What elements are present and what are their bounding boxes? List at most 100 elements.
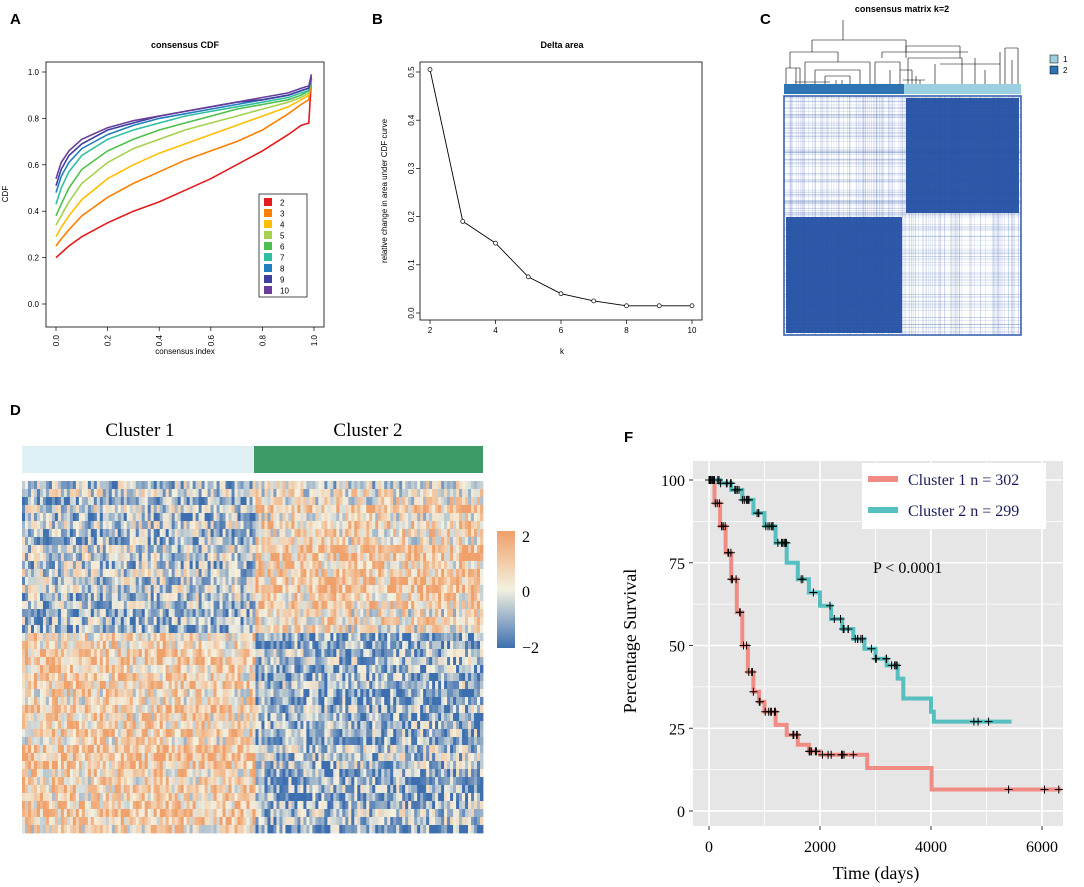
heatmap-cell <box>123 569 128 578</box>
heatmap-cell <box>39 641 44 650</box>
heatmap-cell <box>138 713 143 722</box>
heatmap-cell <box>402 641 406 650</box>
heatmap-cell <box>84 593 89 602</box>
heatmap-cell <box>441 705 445 714</box>
heatmap-cell <box>351 697 355 706</box>
heatmap-cell <box>111 553 116 562</box>
heatmap-cell <box>381 553 385 562</box>
heatmap-cell <box>204 481 208 490</box>
heatmap-cell <box>93 561 98 570</box>
heatmap-cell <box>288 657 292 666</box>
heatmap-cell <box>228 505 232 514</box>
heatmap-cell <box>225 489 229 498</box>
heatmap-cell <box>195 641 200 650</box>
heatmap-cell <box>267 497 271 506</box>
heatmap-cell <box>354 489 358 498</box>
heatmap-cell <box>240 585 244 594</box>
heatmap-cell <box>156 705 161 714</box>
heatmap-cell <box>408 713 412 722</box>
heatmap-cell <box>228 585 232 594</box>
heatmap-cell <box>282 569 286 578</box>
heatmap-cell <box>222 625 226 634</box>
heatmap-cell <box>339 545 343 554</box>
heatmap-cell <box>69 537 74 546</box>
heatmap-cell <box>420 697 424 706</box>
heatmap-cell <box>285 505 289 514</box>
heatmap-cell <box>345 665 349 674</box>
heatmap-cell <box>306 625 310 634</box>
heatmap-cell <box>318 553 322 562</box>
heatmap-cell <box>72 569 77 578</box>
heatmap-cell <box>417 593 421 602</box>
cdf-y-tick-label: 0.8 <box>28 114 40 123</box>
heatmap-cell <box>405 657 409 666</box>
heatmap-cell <box>204 529 208 538</box>
heatmap-cell <box>387 561 391 570</box>
heatmap-cell <box>240 649 244 658</box>
heatmap-cell <box>252 633 256 642</box>
heatmap-cell <box>90 553 95 562</box>
heatmap-cell <box>162 561 167 570</box>
heatmap-cell <box>120 585 125 594</box>
heatmap-cell <box>456 537 460 546</box>
heatmap-cell <box>108 585 113 594</box>
heatmap-cell <box>24 529 29 538</box>
heatmap-cell <box>165 537 170 546</box>
heatmap-cell <box>210 633 214 642</box>
heatmap-cell <box>462 665 466 674</box>
heatmap-cell <box>414 545 418 554</box>
heatmap-cell <box>213 593 217 602</box>
heatmap-cell <box>24 481 29 490</box>
heatmap-cell <box>312 649 316 658</box>
heatmap-cell <box>288 665 292 674</box>
heatmap-cell <box>78 553 83 562</box>
heatmap-cell <box>246 513 250 522</box>
heatmap-cell <box>375 521 379 530</box>
heatmap-cell <box>303 681 307 690</box>
heatmap-cell <box>450 513 454 522</box>
heatmap-cell <box>168 553 173 562</box>
heatmap-cell <box>300 513 304 522</box>
heatmap-cell <box>252 585 256 594</box>
heatmap-cell <box>423 585 427 594</box>
heatmap-cell <box>324 633 328 642</box>
heatmap-cell <box>162 553 167 562</box>
heatmap-cell <box>276 537 280 546</box>
heatmap-cell <box>375 649 379 658</box>
heatmap-cell <box>459 665 463 674</box>
heatmap-cell <box>129 601 134 610</box>
heatmap-cell <box>78 641 83 650</box>
heatmap-cell <box>174 617 179 626</box>
heatmap-cell <box>408 569 412 578</box>
heatmap-cell <box>399 521 403 530</box>
heatmap-cell <box>468 497 472 506</box>
heatmap-cell <box>183 545 188 554</box>
heatmap-cell <box>228 689 232 698</box>
heatmap-cell <box>24 537 29 546</box>
heatmap-cell <box>243 657 247 666</box>
heatmap-cell <box>417 657 421 666</box>
heatmap-cell <box>360 561 364 570</box>
heatmap-cell <box>228 617 232 626</box>
heatmap-cell <box>384 649 388 658</box>
heatmap-cell <box>276 513 280 522</box>
heatmap-cell <box>36 625 41 634</box>
heatmap-cell <box>72 697 77 706</box>
heatmap-cell <box>207 673 211 682</box>
heatmap-cell <box>390 513 394 522</box>
heatmap-cell <box>171 705 176 714</box>
heatmap-cell <box>417 585 421 594</box>
heatmap-cell <box>22 617 26 626</box>
heatmap-cell <box>384 697 388 706</box>
heatmap-cell <box>183 569 188 578</box>
heatmap-cell <box>327 689 331 698</box>
heatmap-cell <box>306 585 310 594</box>
heatmap-cell <box>402 553 406 562</box>
heatmap-cell <box>318 545 322 554</box>
heatmap-cell <box>288 649 292 658</box>
heatmap-cell <box>24 561 29 570</box>
heatmap-cell <box>216 665 220 674</box>
heatmap-cell <box>360 705 364 714</box>
delta-point-k5 <box>525 274 531 280</box>
heatmap-cell <box>144 561 149 570</box>
